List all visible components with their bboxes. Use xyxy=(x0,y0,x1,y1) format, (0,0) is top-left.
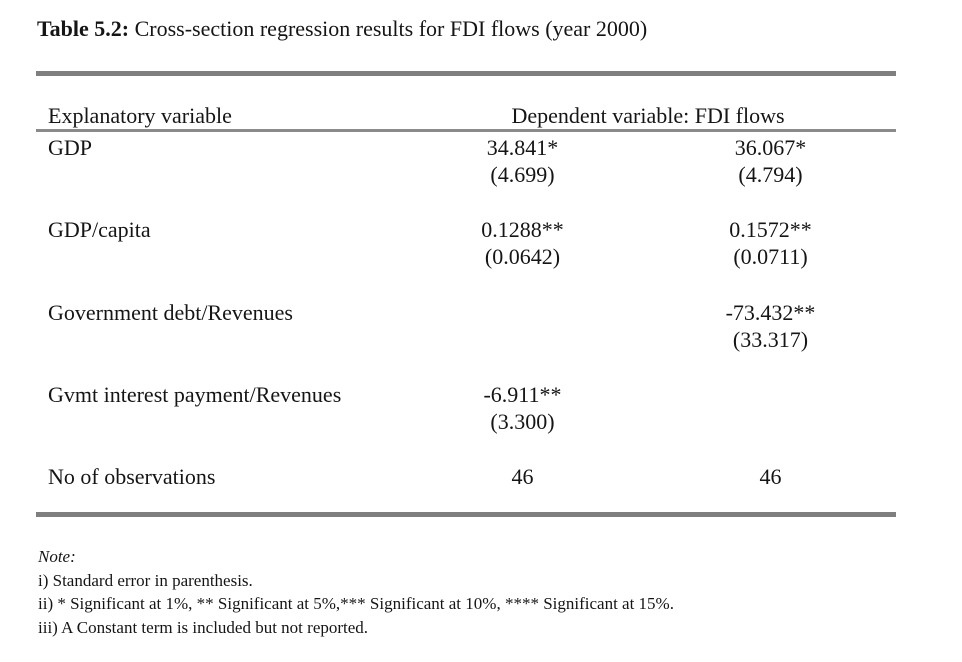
row-label: No of observations xyxy=(48,464,216,489)
model2-standard-error: (4.794) xyxy=(738,162,803,187)
row-label: Gvmt interest payment/Revenues xyxy=(48,382,342,407)
model2-cell: -73.432** (33.317) xyxy=(645,299,896,353)
model1-standard-error: (0.0642) xyxy=(484,244,561,269)
table-row-government-debt: Government debt/Revenues -73.432** (33.3… xyxy=(36,299,896,353)
model1-observations: 46 xyxy=(511,464,534,489)
table-row-observations: No of observations 46 46 xyxy=(36,463,896,490)
row-label: GDP xyxy=(48,135,93,160)
table-row-gdp: GDP 34.841* (4.699) 36.067* (4.794) xyxy=(36,134,896,188)
model2-standard-error: (0.0711) xyxy=(733,244,808,269)
model1-coefficient: -6.911** xyxy=(483,382,562,407)
note-line-significance: ii) * Significant at 1%, ** Significant … xyxy=(38,594,674,613)
model1-coefficient: 34.841* xyxy=(486,135,559,160)
model2-cell: 0.1572** (0.0711) xyxy=(645,216,896,270)
model1-cell: 46 xyxy=(400,463,645,490)
model2-cell: 46 xyxy=(645,463,896,490)
table-row-interest-payment: Gvmt interest payment/Revenues -6.911** … xyxy=(36,381,896,435)
model2-observations: 46 xyxy=(759,464,782,489)
model1-standard-error: (3.300) xyxy=(490,409,555,434)
model1-cell: 34.841* (4.699) xyxy=(400,134,645,188)
table-header-row: Explanatory variable Dependent variable:… xyxy=(36,102,896,129)
top-rule xyxy=(36,71,896,76)
model1-cell xyxy=(400,299,645,353)
explanatory-variable-header: Explanatory variable xyxy=(48,103,232,128)
model1-standard-error: (4.699) xyxy=(490,162,555,187)
note-line-constant-term: iii) A Constant term is included but not… xyxy=(38,617,369,637)
model2-cell: 36.067* (4.794) xyxy=(645,134,896,188)
model2-coefficient: -73.432** xyxy=(725,300,816,325)
model1-cell: -6.911** (3.300) xyxy=(400,381,645,435)
model2-coefficient: 36.067* xyxy=(734,135,807,160)
table-title: Table 5.2: Cross-section regression resu… xyxy=(37,16,647,42)
model2-standard-error: (33.317) xyxy=(732,327,809,352)
table-number-label: Table 5.2: xyxy=(37,16,130,41)
row-label: Government debt/Revenues xyxy=(48,300,293,325)
model1-cell: 0.1288** (0.0642) xyxy=(400,216,645,270)
dependent-variable-header: Dependent variable: FDI flows xyxy=(511,103,785,128)
model2-cell xyxy=(645,381,896,435)
model1-coefficient: 0.1288** xyxy=(481,217,564,242)
header-underline-rule xyxy=(36,129,896,132)
note-line-standard-error: i) Standard error in parenthesis. xyxy=(38,570,253,590)
bottom-rule xyxy=(36,512,896,517)
notes-section: Note: i) Standard error in parenthesis. … xyxy=(38,545,674,639)
model2-coefficient: 0.1572** xyxy=(729,217,812,242)
row-label: GDP/capita xyxy=(48,217,151,242)
note-heading: Note: xyxy=(38,547,76,566)
table-title-text: Cross-section regression results for FDI… xyxy=(129,16,648,41)
table-row-gdp-capita: GDP/capita 0.1288** (0.0642) 0.1572** (0… xyxy=(36,216,896,270)
